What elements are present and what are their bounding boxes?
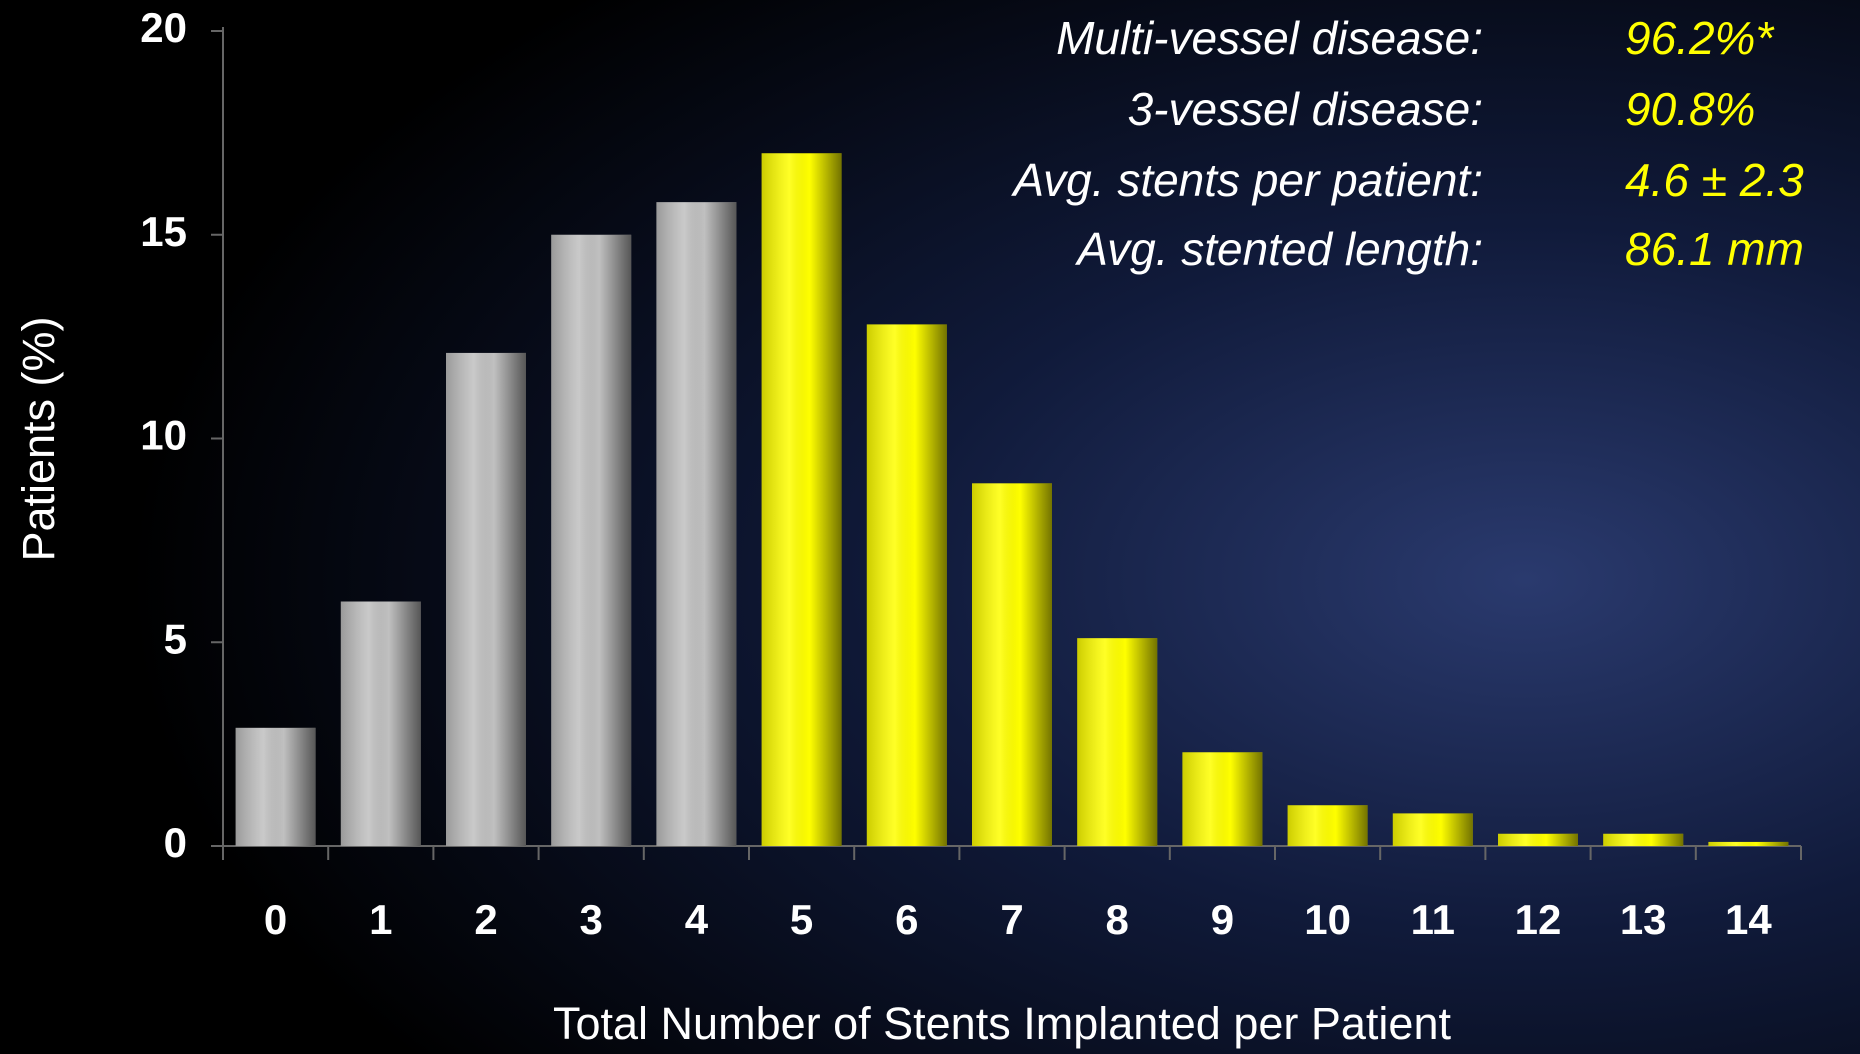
x-tick-label: 9 <box>1211 896 1234 943</box>
x-tick-label: 5 <box>790 896 813 943</box>
bar-shade <box>1498 833 1578 846</box>
bar-shade <box>1182 752 1263 846</box>
bar-shade <box>1603 833 1684 846</box>
annotation-label: Avg. stents per patient: <box>1010 154 1483 206</box>
bar-shade <box>1392 813 1473 846</box>
x-tick-label: 14 <box>1725 896 1772 943</box>
annotation-value: 4.6 ± 2.3 <box>1625 154 1804 206</box>
y-tick-label: 5 <box>164 615 187 662</box>
annotation-label: 3-vessel disease: <box>1128 83 1483 135</box>
x-tick-label: 6 <box>895 896 918 943</box>
annotation-label: Multi-vessel disease: <box>1056 12 1483 64</box>
x-tick-label: 1 <box>369 896 392 943</box>
bar-shade <box>972 483 1052 846</box>
y-tick-label: 15 <box>140 208 187 255</box>
y-axis-title: Patients (%) <box>13 316 64 561</box>
x-tick-label: 4 <box>685 896 709 943</box>
bar-shade <box>656 202 737 846</box>
bar-shade <box>340 601 421 846</box>
bar-shade <box>1077 638 1158 846</box>
x-tick-label: 7 <box>1000 896 1023 943</box>
x-tick-label: 0 <box>264 896 287 943</box>
x-tick-label: 3 <box>580 896 603 943</box>
y-tick-label: 20 <box>140 4 187 51</box>
bar-shade <box>551 234 632 846</box>
annotation-label: Avg. stented length: <box>1074 223 1483 275</box>
annotation-value: 90.8% <box>1625 83 1755 135</box>
x-tick-label: 10 <box>1304 896 1351 943</box>
x-tick-label: 12 <box>1515 896 1562 943</box>
bar-shade <box>446 352 526 846</box>
bar-shade <box>1287 805 1368 846</box>
annotation-value: 86.1 mm <box>1625 223 1804 275</box>
bar-shade <box>761 153 842 846</box>
x-tick-label: 8 <box>1106 896 1129 943</box>
bar-shade <box>1708 841 1789 846</box>
x-tick-label: 11 <box>1411 896 1455 943</box>
y-tick-label: 0 <box>164 819 187 866</box>
bar-shade <box>866 324 947 846</box>
x-tick-label: 13 <box>1620 896 1667 943</box>
x-axis-title: Total Number of Stents Implanted per Pat… <box>553 998 1451 1049</box>
bar-shade <box>235 727 316 846</box>
x-tick-label: 2 <box>474 896 497 943</box>
annotation-value: 96.2%* <box>1625 12 1775 64</box>
y-tick-label: 10 <box>140 412 187 459</box>
